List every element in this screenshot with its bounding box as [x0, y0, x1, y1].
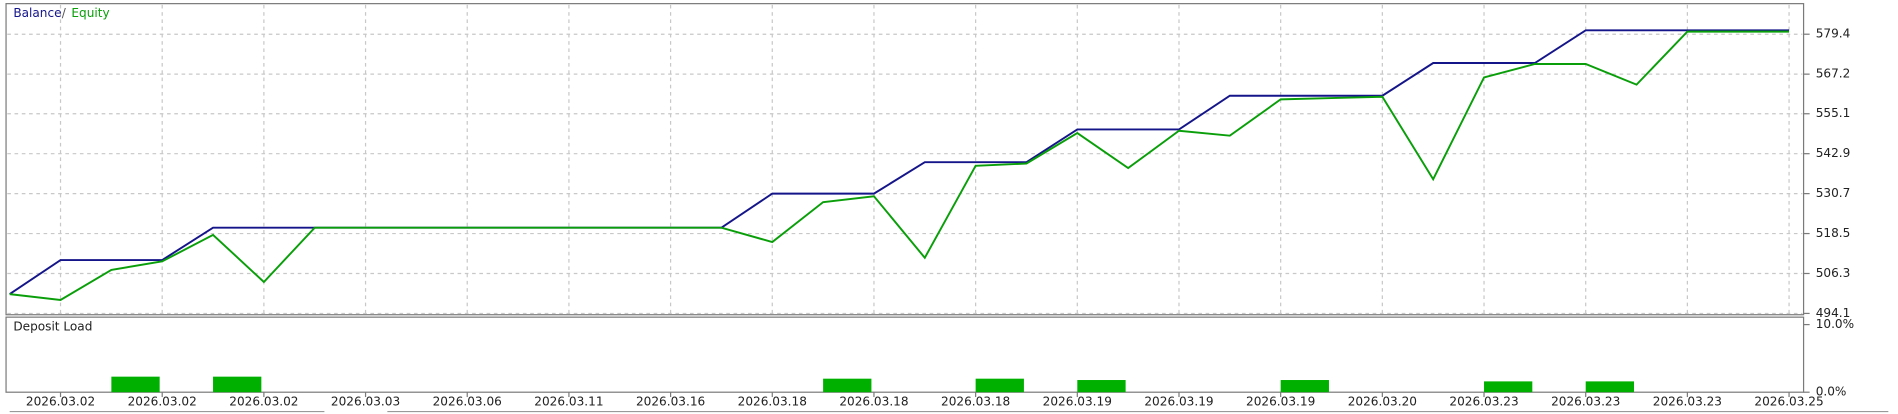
- y-tick-label: 518.5: [1816, 226, 1851, 240]
- x-tick-label: 2026.03.19: [1144, 394, 1213, 408]
- x-tick-label: 2026.03.16: [636, 394, 705, 408]
- x-tick-label: 2026.03.03: [331, 394, 400, 408]
- load-panel-frame: [5, 316, 1805, 393]
- legend-equity: Equity: [71, 6, 109, 20]
- x-tick-label: 2026.03.11: [534, 394, 603, 408]
- x-tick-label: 2026.03.23: [1449, 394, 1518, 408]
- x-tick-label: 2026.03.18: [738, 394, 807, 408]
- bar: [213, 376, 262, 393]
- legend-separator: /: [62, 6, 67, 20]
- y-tick-label: 567.2: [1816, 67, 1851, 81]
- price-panel-frame: [5, 3, 1805, 316]
- x-tick-label: 2026.03.25: [1754, 394, 1823, 408]
- y-tick-label: 530.7: [1816, 186, 1851, 200]
- x-tick-label: 2026.03.23: [1551, 394, 1620, 408]
- bar: [975, 378, 1024, 393]
- y-tick-label: 10.0%: [1816, 317, 1854, 331]
- x-tick-label: 2026.03.02: [229, 394, 298, 408]
- y-tick-label: 506.3: [1816, 266, 1851, 280]
- x-tick-label: 2026.03.19: [1043, 394, 1112, 408]
- bar: [823, 378, 872, 393]
- x-tick-label: 2026.03.02: [26, 394, 95, 408]
- series-line: [9, 29, 1790, 295]
- series-line: [9, 30, 1790, 302]
- bar: [1484, 381, 1533, 393]
- x-tick-label: 2026.03.18: [941, 394, 1010, 408]
- y-tick-label: 494.1: [1816, 306, 1851, 320]
- bar: [1280, 380, 1329, 393]
- bar: [111, 376, 160, 393]
- x-tick-label: 2026.03.23: [1653, 394, 1722, 408]
- y-tick-label: 542.9: [1816, 146, 1851, 160]
- bar: [1077, 380, 1126, 393]
- y-tick-label: 0.0%: [1816, 385, 1847, 399]
- bar: [1585, 381, 1634, 393]
- x-tick-label: 2026.03.06: [433, 394, 502, 408]
- panel-title: Deposit Load: [13, 319, 92, 333]
- legend-balance: Balance: [13, 6, 61, 20]
- y-tick-label: 555.1: [1816, 106, 1851, 120]
- x-tick-label: 2026.03.19: [1246, 394, 1315, 408]
- y-tick-label: 579.4: [1816, 27, 1851, 41]
- x-tick-label: 2026.03.20: [1348, 394, 1417, 408]
- x-tick-label: 2026.03.18: [839, 394, 908, 408]
- x-tick-label: 2026.03.02: [128, 394, 197, 408]
